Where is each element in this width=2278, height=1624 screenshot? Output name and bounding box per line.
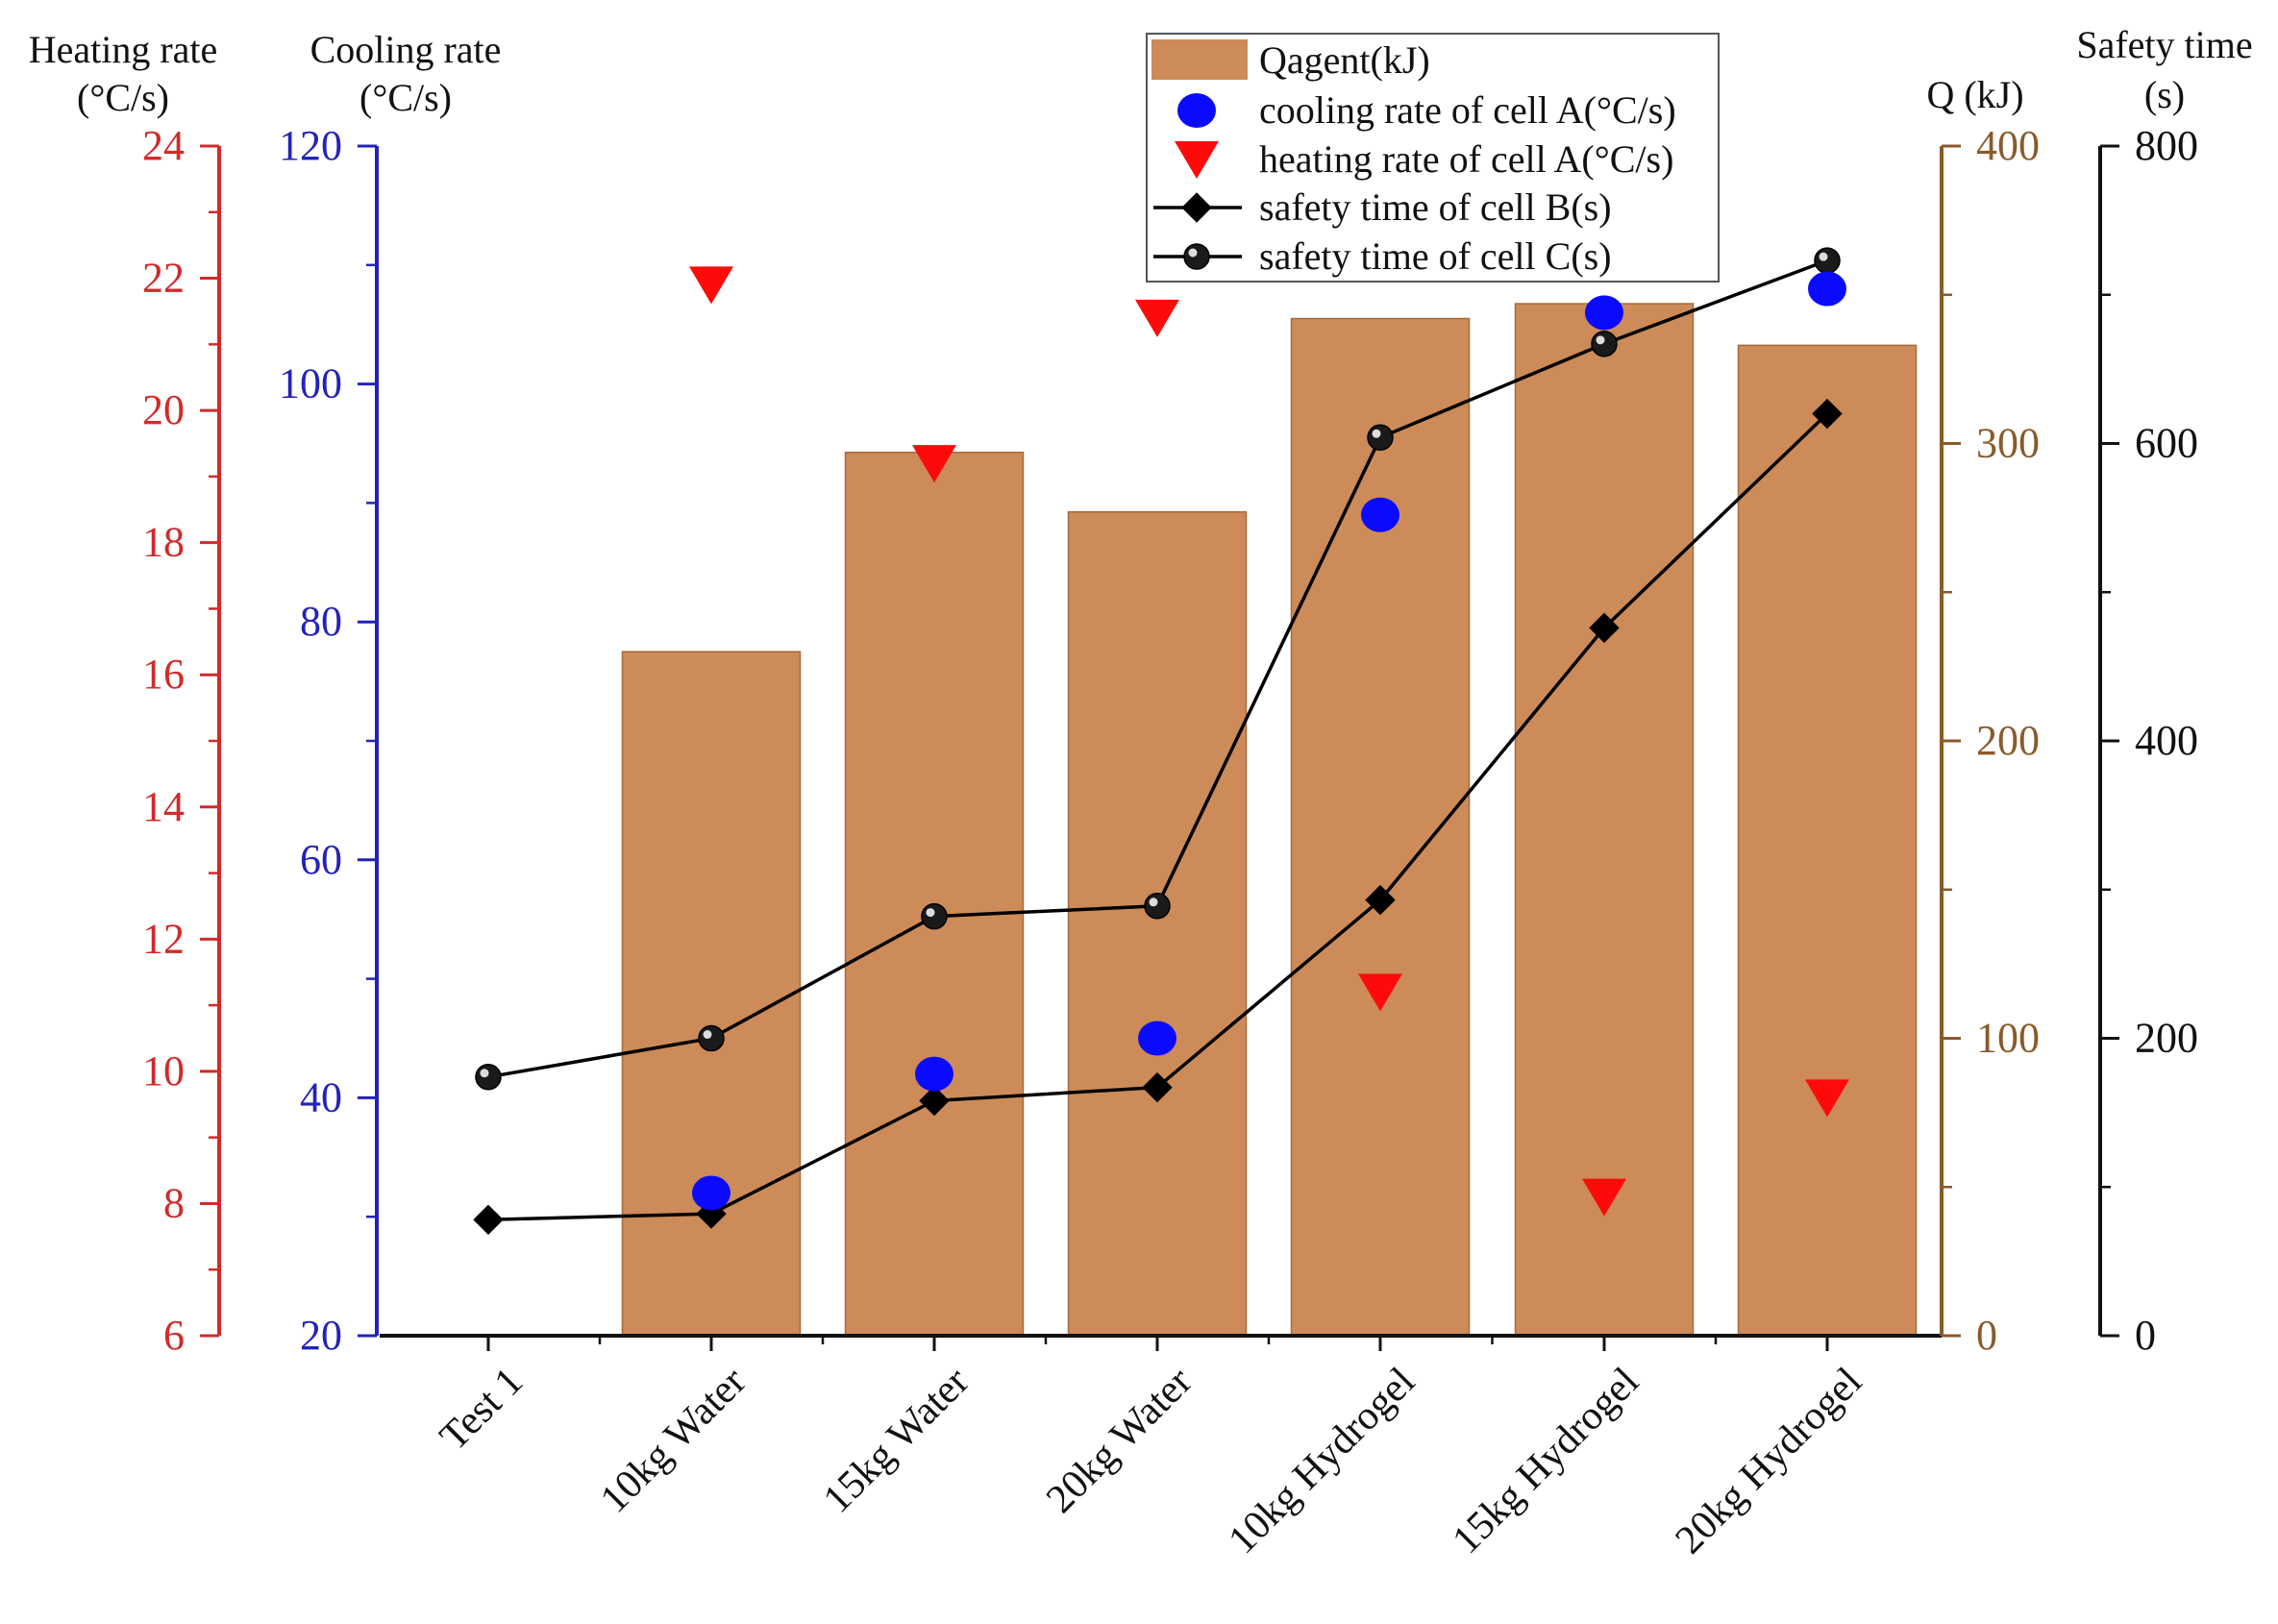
x-tick-label: 20kg Hydrogel	[1668, 1360, 1871, 1563]
heating-rate-tick-label: 8	[163, 1179, 185, 1226]
bar-3	[844, 452, 1025, 1337]
safety-time-cell-b-point	[919, 1085, 950, 1117]
legend-swatch-bar	[1151, 39, 1248, 80]
safety-time-cell-c-point-highlight	[480, 1069, 489, 1078]
legend-swatch-ball-highlight	[1188, 248, 1198, 258]
cooling-rate-point	[1138, 1021, 1176, 1056]
q-tick-label: 300	[1976, 420, 2040, 467]
bar-6	[1514, 303, 1695, 1337]
heating-rate-point	[1582, 1178, 1626, 1217]
safety-time-cell-c-point	[475, 1063, 502, 1091]
heating-rate-tick-label: 20	[142, 386, 185, 433]
legend-label: cooling rate of cell A(°C/s)	[1259, 88, 1676, 132]
safety-time-tick-label: 800	[2135, 122, 2198, 169]
x-tick-label: 10kg Hydrogel	[1221, 1360, 1424, 1563]
safety-time-cell-c-point-highlight	[1596, 335, 1605, 345]
q-tick-label: 400	[1976, 122, 2040, 169]
safety-time-axis-title: Safety time	[2076, 23, 2252, 66]
legend-swatch-circle	[1177, 93, 1216, 128]
heating-rate-tick-label: 24	[142, 122, 185, 169]
heating-rate-point	[1358, 973, 1402, 1012]
safety-time-cell-c-point	[698, 1024, 725, 1052]
heating-rate-axis-title: Heating rate	[29, 28, 218, 71]
legend-swatch-triangle	[1175, 141, 1219, 179]
safety-time-cell-c-point	[1144, 893, 1171, 920]
safety-time-cell-c-point-highlight	[1819, 252, 1828, 261]
cooling-rate-tick-label: 20	[300, 1312, 342, 1359]
cooling-rate-axis-title: Cooling rate	[310, 28, 502, 71]
heating-rate-tick-label: 10	[142, 1047, 185, 1095]
heating-rate-point	[912, 445, 956, 483]
cooling-rate-tick-label: 60	[300, 836, 342, 883]
heating-rate-tick-label: 12	[142, 915, 185, 962]
cooling-rate-tick-label: 40	[300, 1073, 342, 1120]
safety-time-cell-b-point	[1365, 884, 1396, 916]
cooling-rate-point	[1808, 271, 1846, 307]
legend-label: heating rate of cell A(°C/s)	[1259, 137, 1673, 181]
cooling-rate-tick-label: 100	[279, 360, 342, 407]
cooling-rate-point	[1361, 497, 1399, 532]
bar-7	[1737, 344, 1918, 1337]
bar-4	[1067, 510, 1248, 1337]
cooling-rate-tick-label: 80	[300, 598, 342, 645]
heating-rate-point	[689, 266, 733, 305]
safety-time-tick-label: 200	[2135, 1015, 2198, 1062]
x-tick-label: 15kg Water	[815, 1360, 978, 1522]
safety-time-tick-label: 600	[2135, 420, 2198, 467]
heating-rate-axis-title: (°C/s)	[77, 76, 169, 119]
heating-rate-tick-label: 22	[142, 255, 185, 302]
q-axis-title: Q (kJ)	[1926, 73, 2023, 116]
safety-time-tick-label: 0	[2135, 1312, 2156, 1359]
legend-label: Qagent(kJ)	[1259, 38, 1430, 82]
safety-time-cell-b-point	[1142, 1071, 1173, 1103]
safety-time-tick-label: 400	[2135, 717, 2198, 764]
safety-time-axis-title: (s)	[2144, 73, 2185, 116]
safety-time-cell-c-point	[921, 902, 948, 930]
x-tick-label: 15kg Hydrogel	[1445, 1360, 1648, 1563]
heating-rate-tick-label: 6	[163, 1312, 185, 1359]
safety-time-cell-b-point	[473, 1204, 504, 1236]
legend-label: safety time of cell C(s)	[1259, 234, 1612, 278]
legend-label: safety time of cell B(s)	[1259, 185, 1612, 229]
q-tick-label: 100	[1976, 1015, 2040, 1062]
cooling-rate-axis-title: (°C/s)	[359, 76, 452, 119]
cooling-rate-tick-label: 120	[279, 122, 342, 169]
x-tick-label: 20kg Water	[1038, 1360, 1201, 1522]
heating-rate-tick-label: 14	[142, 783, 185, 830]
bar-2	[621, 651, 802, 1337]
cooling-rate-point	[915, 1056, 953, 1092]
safety-time-cell-b-point	[1812, 398, 1843, 430]
bar-5	[1290, 317, 1471, 1337]
cooling-rate-point	[692, 1175, 730, 1211]
heating-rate-point	[1135, 299, 1179, 337]
heating-rate-tick-label: 18	[142, 519, 185, 566]
safety-time-cell-c-point	[1814, 247, 1841, 274]
q-tick-label: 200	[1976, 717, 2040, 764]
x-tick-label: Test 1	[432, 1360, 532, 1460]
safety-time-cell-c-point	[1591, 331, 1618, 357]
legend-swatch-diamond	[1181, 192, 1212, 223]
x-tick-label: 10kg Water	[592, 1360, 755, 1522]
q-tick-label: 0	[1976, 1312, 1997, 1359]
safety-time-cell-c-point-highlight	[1372, 429, 1381, 438]
safety-time-cell-b-point	[1589, 612, 1620, 644]
heating-rate-point	[1805, 1079, 1849, 1118]
cooling-rate-point	[1585, 295, 1623, 331]
safety-time-cell-c-point-highlight	[926, 908, 935, 918]
heating-rate-tick-label: 16	[142, 651, 185, 698]
safety-time-cell-c-point-highlight	[703, 1030, 712, 1039]
safety-time-cell-c-point-highlight	[1149, 898, 1158, 907]
legend-swatch-ball	[1183, 243, 1210, 270]
safety-time-cell-c-point	[1367, 424, 1394, 452]
